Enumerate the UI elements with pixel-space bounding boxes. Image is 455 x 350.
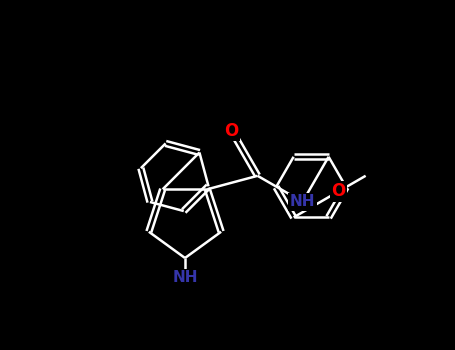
Text: O: O bbox=[332, 182, 346, 201]
Text: O: O bbox=[224, 122, 239, 140]
Text: NH: NH bbox=[172, 271, 198, 286]
Text: NH: NH bbox=[290, 194, 315, 209]
